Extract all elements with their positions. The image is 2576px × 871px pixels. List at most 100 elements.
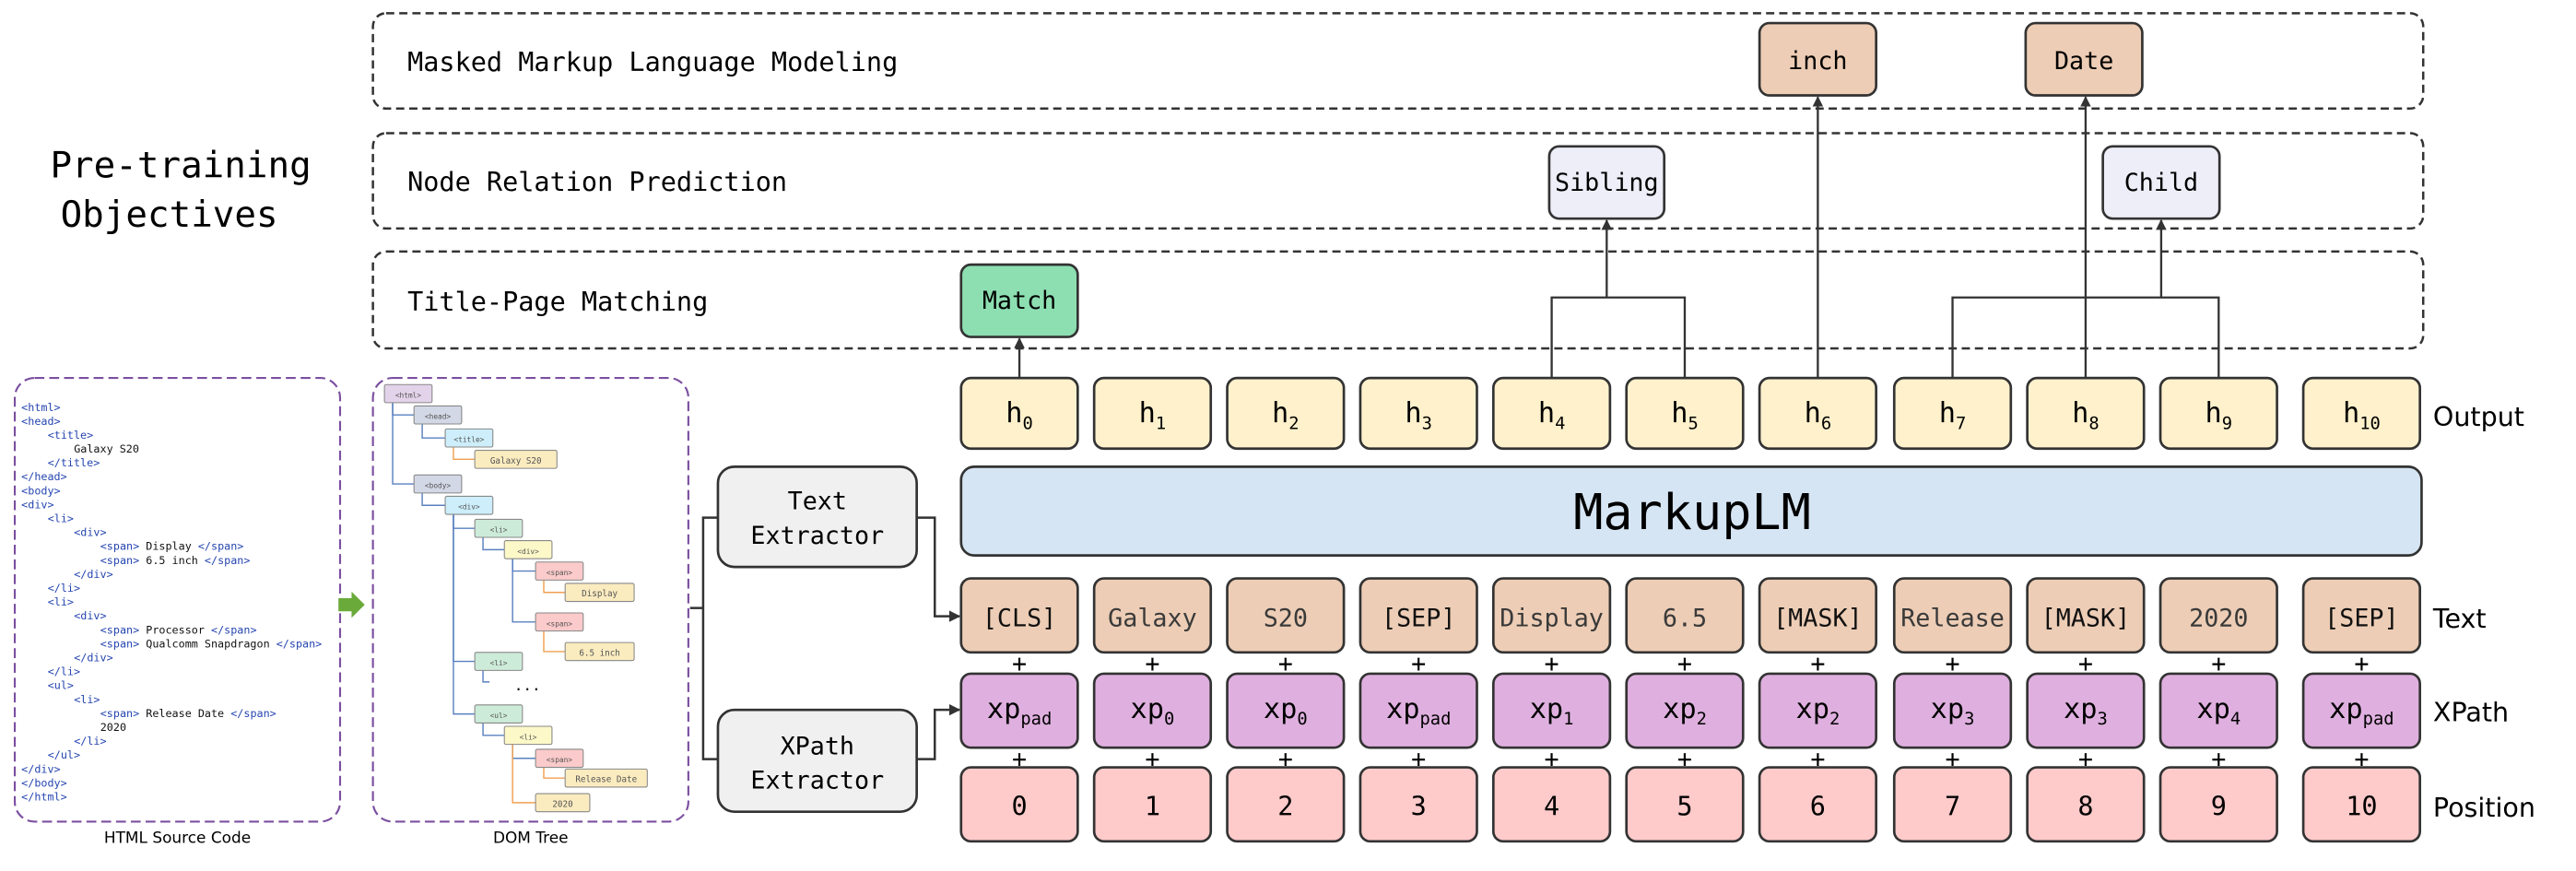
position-token: 10 xyxy=(2301,766,2421,843)
dom-node-label: <ul> xyxy=(490,712,508,720)
dom-node: <body> xyxy=(413,474,463,494)
plus-sign: + xyxy=(1677,650,1692,678)
dom-node-label: Galaxy S20 xyxy=(490,456,542,466)
position-token: 7 xyxy=(1892,766,2013,843)
source-tag: <li> xyxy=(48,512,74,525)
html-source-panel: <html><head><title>Galaxy S20</title></h… xyxy=(13,377,342,823)
token-subscript: 0 xyxy=(1164,710,1174,729)
dom-node-label: <span> xyxy=(547,756,573,764)
token-label: h6 xyxy=(1805,397,1832,433)
output-token-h9: h9 xyxy=(2158,376,2278,451)
source-tag: <span> xyxy=(100,707,139,720)
dom-edge xyxy=(543,767,566,779)
token-subscript: 1 xyxy=(1156,414,1166,433)
token-label: xp3 xyxy=(2064,693,2108,729)
token-base: xp xyxy=(2196,693,2229,725)
source-tag: </div> xyxy=(74,568,112,581)
token-label: h5 xyxy=(1671,397,1699,433)
xpath-token: xp3 xyxy=(2026,672,2146,749)
token-label: [SEP] xyxy=(1382,604,1455,632)
token-label: [SEP] xyxy=(2324,604,2398,632)
token-base: h xyxy=(1405,397,1421,430)
dom-node-label: <head> xyxy=(425,413,452,421)
source-line: </title> xyxy=(48,456,100,469)
token-label: xp4 xyxy=(2196,693,2241,729)
token-label: h1 xyxy=(1139,397,1167,433)
token-subscript: 4 xyxy=(2230,710,2241,729)
token-base: h xyxy=(2343,397,2359,430)
plus-sign: + xyxy=(1945,650,1959,678)
token-base: h xyxy=(1805,397,1821,430)
dom-node-label: 2020 xyxy=(552,799,572,809)
plus-sign: + xyxy=(1411,650,1426,678)
caption-dom: DOM Tree xyxy=(493,829,569,847)
position-token: 0 xyxy=(959,766,1079,843)
source-line: 2020 xyxy=(100,721,126,734)
token-subscript: 2 xyxy=(1829,710,1840,729)
token-label: Galaxy xyxy=(1108,604,1197,632)
dom-edge xyxy=(453,446,476,461)
token-base: h xyxy=(1006,397,1022,430)
token-subscript: 2 xyxy=(1288,414,1299,433)
source-tag: </body> xyxy=(21,776,67,789)
text-token: Galaxy xyxy=(1092,577,1213,654)
dom-node: Galaxy S20 xyxy=(474,450,558,469)
dom-node-label: <li> xyxy=(490,526,508,535)
token-subscript: 5 xyxy=(1688,414,1698,433)
source-line: </div> xyxy=(21,762,60,775)
token-label: 4 xyxy=(1544,791,1559,821)
source-tag: </head> xyxy=(21,470,67,483)
xpath-token: xp0 xyxy=(1092,672,1213,749)
text-token: [SEP] xyxy=(2301,577,2421,654)
output-token-h6: h6 xyxy=(1758,376,1877,451)
source-line: <div> xyxy=(74,609,106,622)
markuplm-model: MarkupLM xyxy=(959,465,2423,557)
source-tag: </li> xyxy=(48,582,80,594)
dom-ellipsis: ... xyxy=(514,677,541,694)
dom-edge xyxy=(453,514,476,715)
dom-edge xyxy=(392,402,415,485)
pretraining-title-line2: Objectives xyxy=(61,194,278,236)
source-tag: </title> xyxy=(48,456,100,469)
dom-edge xyxy=(482,723,505,736)
source-line: </div> xyxy=(74,568,112,581)
dom-node: Release Date xyxy=(564,768,648,788)
output-token-h4: h4 xyxy=(1491,376,1612,451)
source-tag: </span> xyxy=(205,554,251,567)
source-tag: </span> xyxy=(211,623,257,636)
extractor-label: Extractor xyxy=(750,522,884,550)
source-line: </div> xyxy=(74,652,112,665)
output-token-h7: h7 xyxy=(1892,376,2013,451)
source-tag: </li> xyxy=(74,735,106,747)
plus-sign: + xyxy=(1278,650,1293,678)
xpath-token: xp0 xyxy=(1226,672,1346,749)
token-subscript: pad xyxy=(1419,710,1451,729)
dom-node-label: <html> xyxy=(395,392,422,400)
token-base: xp xyxy=(2329,693,2362,725)
plus-sign: + xyxy=(1145,650,1159,678)
objective-mlm: Masked Markup Language Modeling xyxy=(371,12,2425,111)
output-token-h3: h3 xyxy=(1359,376,1478,451)
source-line: </li> xyxy=(48,665,80,678)
output-token-h10: h10 xyxy=(2301,376,2421,451)
token-base: h xyxy=(1939,397,1956,430)
dom-node: <li> xyxy=(474,652,523,671)
output-token-h5: h5 xyxy=(1625,376,1745,451)
dom-node: <span> xyxy=(535,748,584,769)
token-base: h xyxy=(1538,397,1555,430)
xpath-token: xp1 xyxy=(1491,672,1612,749)
dom-node: <html> xyxy=(383,383,433,404)
source-tag: </span> xyxy=(276,637,323,650)
plus-sign: + xyxy=(1545,650,1559,678)
position-token: 4 xyxy=(1491,766,1612,843)
xpath-token: xp2 xyxy=(1625,672,1745,749)
plus-sign: + xyxy=(2211,650,2226,678)
source-line: <html> xyxy=(21,401,60,414)
dom-node: <span> xyxy=(535,612,584,632)
caption-source: HTML Source Code xyxy=(104,829,251,847)
token-rows: h0 h1 h2 h3 h4 h5 h6 h7 h8 h9 h10[CLS]+Galaxy+S20+… xyxy=(959,376,2421,843)
dom-node-label: <li> xyxy=(490,659,508,667)
source-text: Release Date xyxy=(139,707,230,720)
output-token-h2: h2 xyxy=(1226,376,1346,451)
source-tag: </div> xyxy=(21,762,60,775)
